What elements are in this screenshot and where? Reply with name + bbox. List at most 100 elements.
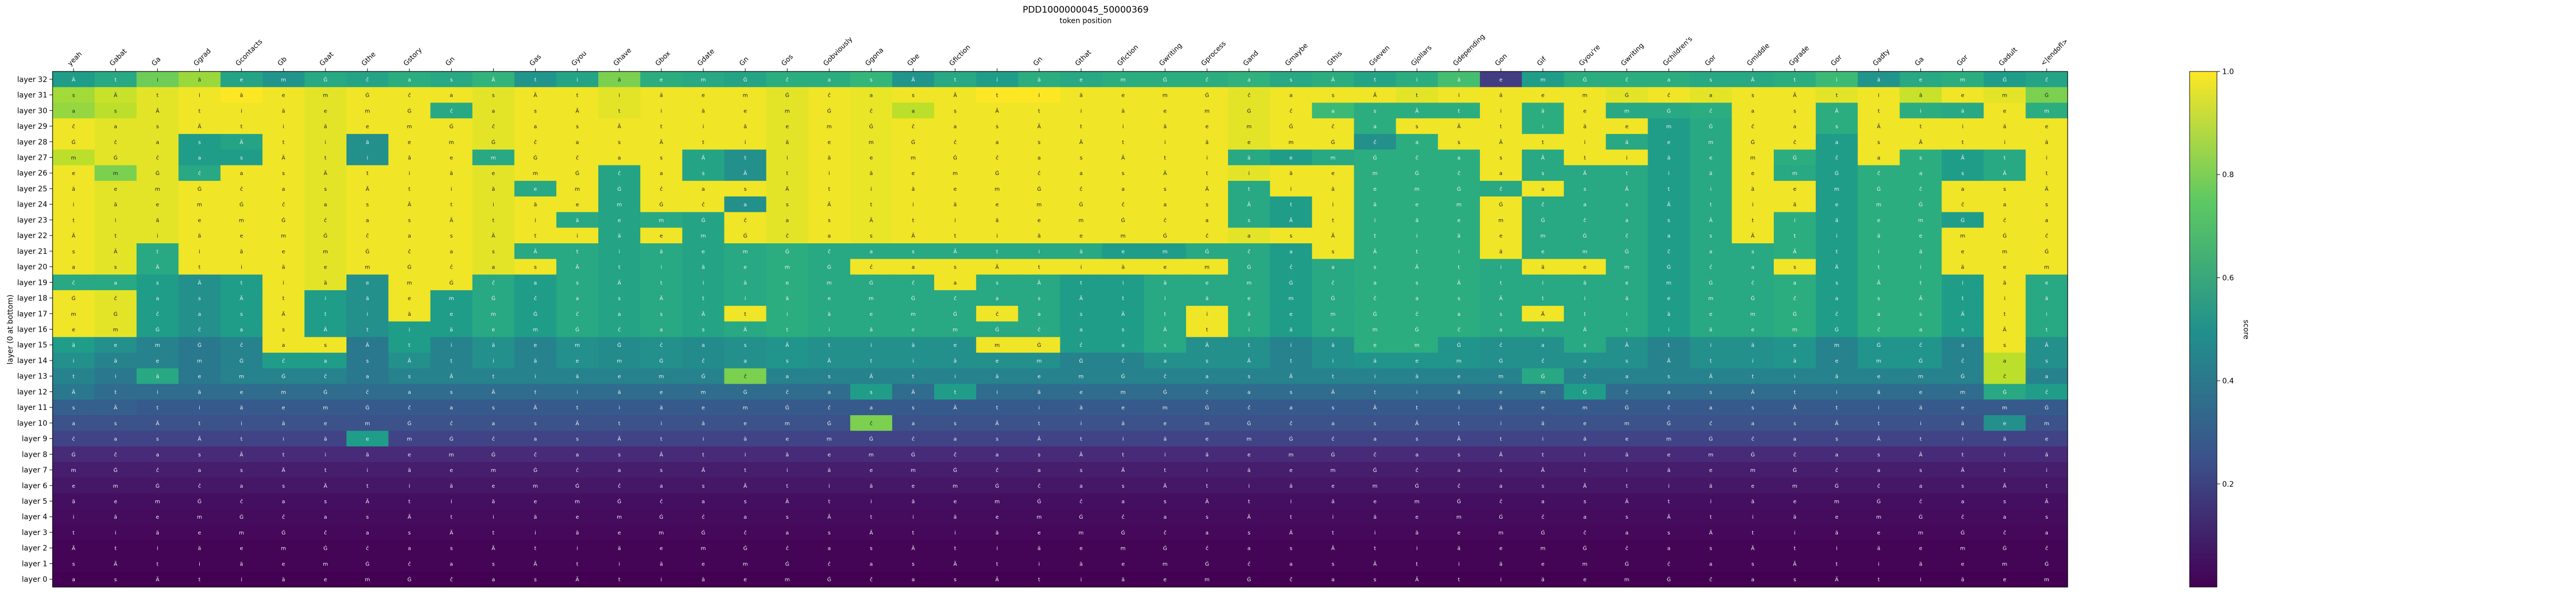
cell-glyph: s [1710, 546, 1712, 552]
cell-glyph: m [826, 124, 832, 130]
x-tick-label: Gthis [1326, 49, 1344, 68]
cell-glyph: s [2045, 202, 2048, 208]
heatmap-cell [1480, 102, 1522, 119]
cell-glyph: ä [618, 233, 621, 239]
cell-glyph: t [828, 187, 830, 192]
heatmap-cell [1606, 212, 1649, 228]
cell-glyph: e [1415, 515, 1418, 520]
y-tick-label: layer 9 [22, 435, 47, 444]
heatmap-cell [304, 196, 347, 213]
heatmap-cell [556, 259, 599, 275]
cell-glyph: Ä [1835, 576, 1838, 583]
cell-glyph: ĉ [1583, 374, 1587, 380]
cell-glyph: t [240, 437, 242, 443]
heatmap-cell [1312, 87, 1355, 104]
heatmap-cell [640, 133, 683, 150]
cell-glyph: a [1121, 343, 1125, 348]
heatmap-cell [94, 165, 137, 181]
cell-glyph: i [535, 218, 536, 223]
cell-glyph: Ä [72, 388, 76, 395]
cell-glyph: ĉ [1163, 217, 1167, 223]
x-tick-label: Gn [444, 55, 457, 68]
cell-glyph: ä [198, 389, 201, 395]
heatmap-cell [178, 87, 221, 104]
cell-glyph: i [408, 327, 410, 333]
cell-glyph: t [1500, 437, 1502, 443]
cell-glyph: s [954, 421, 956, 427]
cell-glyph: Ġ [1373, 467, 1377, 474]
heatmap-cell [94, 212, 137, 228]
cell-glyph: t [157, 93, 159, 99]
cell-glyph: t [534, 233, 536, 239]
heatmap-cell [1144, 71, 1187, 88]
cell-glyph: i [241, 577, 242, 583]
cell-glyph: s [828, 374, 831, 380]
heatmap-cell [388, 212, 431, 228]
cell-glyph: t [282, 296, 284, 302]
heatmap-cell [1815, 133, 1858, 150]
heatmap-cell [514, 196, 557, 213]
cell-glyph: m [1120, 77, 1126, 83]
cell-glyph: m [281, 546, 286, 552]
cell-glyph: ĉ [1457, 327, 1460, 333]
cell-glyph: i [1584, 296, 1586, 302]
heatmap-cell [598, 181, 641, 197]
cell-glyph: Ġ [1919, 513, 1923, 520]
cell-glyph: s [534, 265, 537, 271]
heatmap-cell [1857, 71, 1900, 88]
cell-glyph: ä [1919, 93, 1922, 99]
cell-glyph: m [911, 468, 916, 474]
cell-glyph: t [1248, 499, 1250, 505]
cell-glyph: a [912, 421, 915, 427]
heatmap-cell [346, 118, 389, 135]
x-tick-label: Gor [1829, 53, 1844, 68]
cell-glyph: e [870, 468, 873, 474]
cell-glyph: e [282, 249, 285, 255]
cell-glyph: Ġ [1247, 420, 1251, 427]
x-tick-label: Gn [1032, 55, 1045, 68]
cell-glyph: t [828, 499, 830, 505]
cell-glyph: s [786, 202, 789, 208]
cell-glyph: ĉ [1248, 92, 1251, 99]
cell-glyph: e [1121, 561, 1125, 567]
heatmap-cell [1480, 133, 1522, 150]
cell-glyph: i [996, 77, 998, 83]
cell-glyph: ä [1037, 546, 1040, 552]
heatmap-cell [724, 149, 767, 166]
cell-glyph: Ġ [323, 232, 328, 239]
cell-glyph: t [1500, 124, 1502, 130]
heatmap-cell [2026, 102, 2068, 119]
heatmap-cell [1312, 165, 1355, 181]
cell-glyph: Ġ [449, 436, 454, 443]
cell-glyph: Ä [449, 217, 453, 223]
cell-glyph: i [325, 140, 326, 146]
heatmap-cell [1941, 228, 1984, 244]
heatmap-cell [1857, 118, 1900, 135]
cell-glyph: s [1164, 499, 1167, 505]
heatmap-cell [2026, 259, 2068, 275]
cell-glyph: Ä [365, 186, 369, 192]
heatmap-cell [1941, 196, 1984, 213]
cell-glyph: ä [114, 515, 117, 520]
cell-glyph: Ġ [1247, 107, 1251, 114]
heatmap-cell [808, 259, 851, 275]
heatmap-cell [1018, 118, 1061, 135]
cell-glyph: e [240, 77, 243, 83]
heatmap-cell [808, 228, 851, 244]
heatmap-cell [53, 133, 95, 150]
cell-glyph: ĉ [366, 233, 369, 239]
cell-glyph: ä [702, 577, 705, 583]
heatmap-cell [640, 259, 683, 275]
cell-glyph: Ä [324, 482, 328, 489]
cell-glyph: a [1667, 546, 1670, 552]
cell-glyph: Ä [492, 388, 495, 395]
cell-glyph: s [366, 358, 369, 364]
heatmap-cell [472, 133, 515, 150]
cell-glyph: e [1331, 171, 1334, 177]
cell-glyph: i [744, 452, 746, 458]
cell-glyph: ĉ [2003, 530, 2006, 536]
cell-glyph: ĉ [828, 249, 831, 255]
heatmap-cell [2026, 87, 2068, 104]
cell-glyph: e [912, 327, 915, 333]
heatmap-cell [1480, 196, 1522, 213]
